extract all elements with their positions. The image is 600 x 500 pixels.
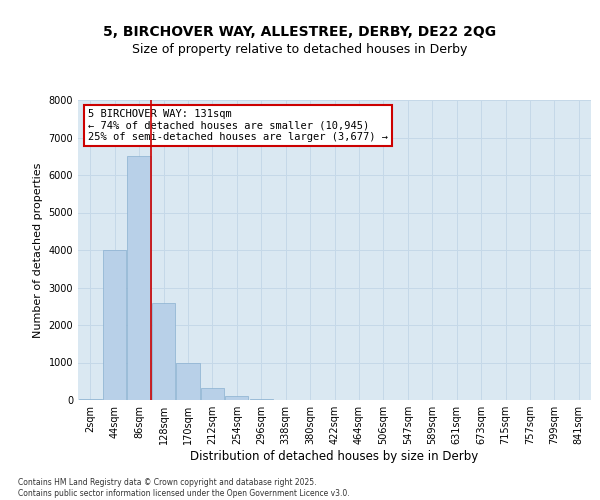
Text: 5, BIRCHOVER WAY, ALLESTREE, DERBY, DE22 2QG: 5, BIRCHOVER WAY, ALLESTREE, DERBY, DE22… xyxy=(103,26,497,40)
Text: Size of property relative to detached houses in Derby: Size of property relative to detached ho… xyxy=(133,44,467,57)
Bar xyxy=(176,362,200,400)
Y-axis label: Number of detached properties: Number of detached properties xyxy=(33,162,43,338)
Bar xyxy=(152,302,175,400)
X-axis label: Distribution of detached houses by size in Derby: Distribution of detached houses by size … xyxy=(190,450,479,463)
Bar xyxy=(103,250,126,400)
Text: 5 BIRCHOVER WAY: 131sqm
← 74% of detached houses are smaller (10,945)
25% of sem: 5 BIRCHOVER WAY: 131sqm ← 74% of detache… xyxy=(88,109,388,142)
Bar xyxy=(79,399,102,400)
Bar xyxy=(250,399,273,400)
Text: Contains HM Land Registry data © Crown copyright and database right 2025.
Contai: Contains HM Land Registry data © Crown c… xyxy=(18,478,350,498)
Bar xyxy=(127,156,151,400)
Bar xyxy=(201,388,224,400)
Bar xyxy=(225,396,248,400)
